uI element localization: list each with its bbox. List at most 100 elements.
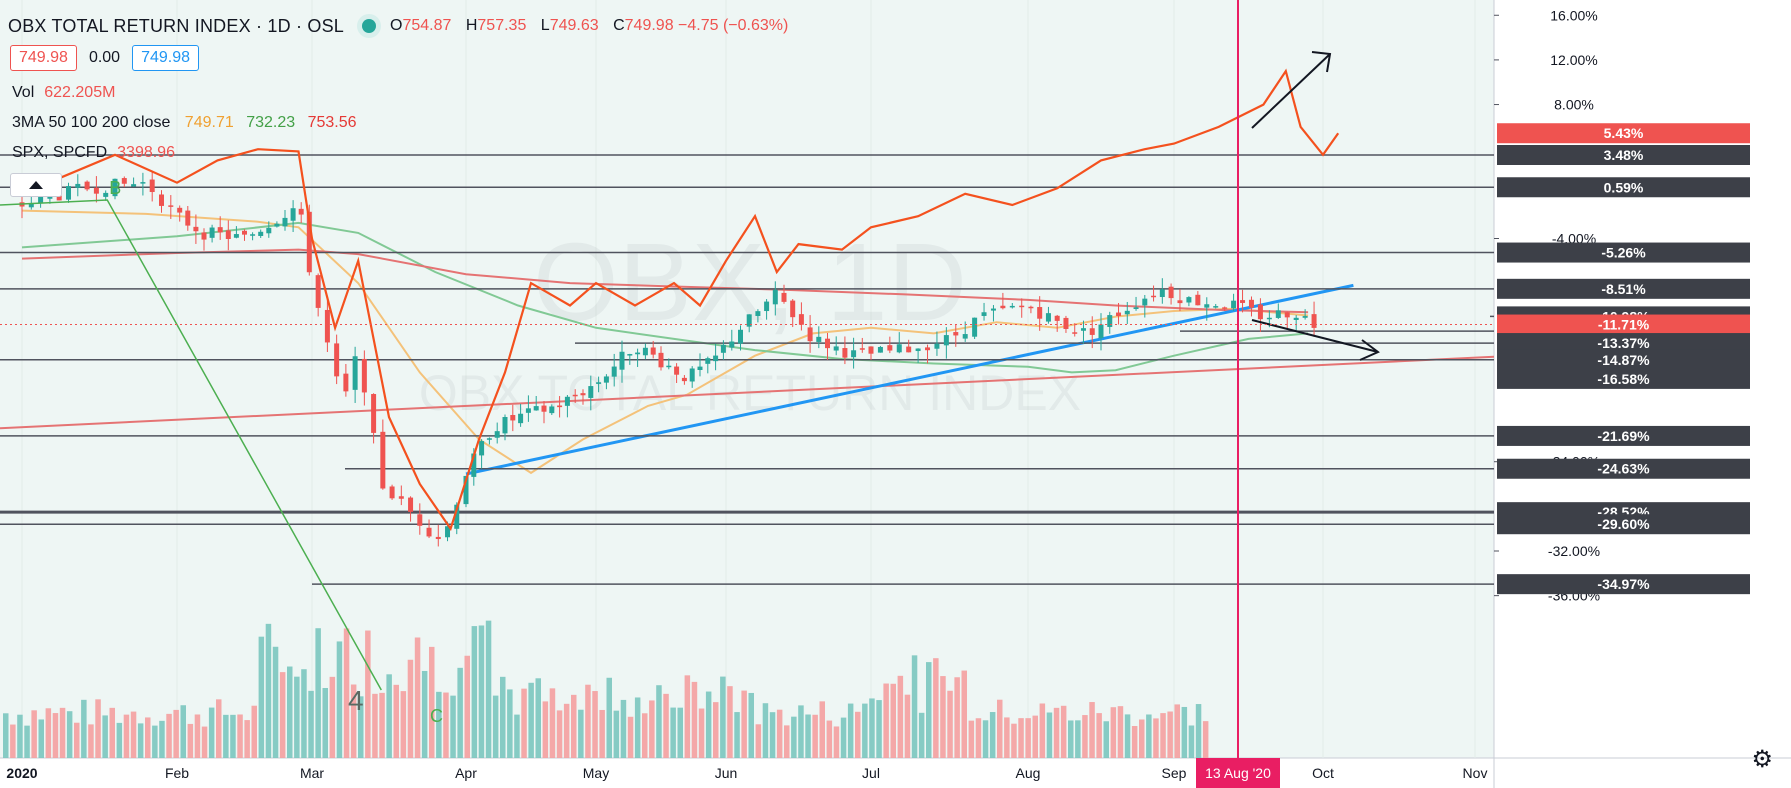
candle-body [1204,304,1210,308]
candle-body [953,332,959,336]
volume-bar [1117,706,1124,758]
settings-gear-icon[interactable]: ⚙ [1751,746,1773,773]
candle-body [408,497,414,512]
volume-bar [606,677,612,758]
volume-bar [379,692,385,758]
volume-bar [634,697,641,758]
volume-bar [571,694,577,758]
candle-body [131,184,137,187]
candle-body [389,486,395,499]
arrow-right-line [1251,319,1379,353]
volume-bar [1025,718,1031,758]
candle-body [334,343,340,377]
volume-bar [776,709,783,758]
volume-bar [251,705,257,758]
candle-body [149,179,155,193]
spx-compare-indicator[interactable]: SPX, SPCFD 3398.96 [12,144,175,161]
candle-body [1195,294,1201,306]
candle-body [533,406,539,411]
candle-body [1266,317,1272,320]
level-badge-label: -13.37% [1597,335,1650,351]
level-badge-label: -16.58% [1597,371,1650,387]
volume-bar [38,719,44,758]
candle-body [361,358,367,393]
level-badge [1497,177,1750,198]
price-axis-label: 16.00% [1550,7,1597,23]
candle-body [572,394,578,397]
volume-bar [599,709,605,758]
candle-body [772,289,778,305]
volume-bar [741,690,747,758]
candle-body [298,208,304,215]
candle-body [851,350,857,358]
volume-bar [791,716,797,758]
volume-bar [116,722,123,758]
candle-body [66,186,71,200]
volume-bar [45,708,52,758]
ma-indicator[interactable]: 3MA 50 100 200 close 749.71 732.23 753.5… [12,114,357,131]
volume-bar [649,700,655,758]
spread-value: 0.00 [88,49,121,66]
time-axis-label: Mar [300,765,324,781]
volume-bar [805,714,811,758]
level-badge-label: 5.43% [1604,125,1644,141]
volume-bar [443,692,449,758]
volume-bar [24,725,30,758]
candle-body [627,354,633,356]
volume-bar [528,682,534,758]
candle-body [1054,315,1060,321]
candle-body [588,386,594,398]
candle-body [93,187,99,194]
candle-body [258,231,264,236]
volume-bar [862,703,868,758]
candle-body [1293,317,1299,321]
candle-body [833,346,839,351]
volume-bar [59,707,66,758]
candle-body [738,329,743,344]
volume-bar [66,711,73,758]
collapse-legend-button[interactable] [10,173,62,197]
volume-bar [265,623,272,758]
volume-bar [748,692,754,758]
candle-body [1098,324,1104,339]
volume-bar [1167,711,1173,758]
candle-body [1151,295,1157,298]
level-badge-label: -29.60% [1597,516,1650,532]
volume-bar [414,637,421,758]
buy-price[interactable]: 749.98 [132,45,200,71]
volume-bar [975,718,982,758]
volume-bar [1096,713,1102,758]
volume-bar [1124,714,1131,758]
volume-bar [947,690,953,758]
candle-body [1037,307,1043,319]
symbol-title[interactable]: OBX TOTAL RETURN INDEX · 1D · OSL [8,15,344,36]
candle-body [1028,306,1034,309]
volume-bar [223,714,229,758]
volume-bar [287,666,293,758]
volume-bar [1160,713,1166,758]
sell-price[interactable]: 749.98 [10,45,77,71]
date-highlight-label: 13 Aug '20 [1205,765,1271,781]
arrow-up-line [1251,53,1331,129]
volume-bar [954,677,960,758]
volume-bar [556,710,563,758]
candle-body [619,351,625,370]
price-axis-label: 8.00% [1554,97,1594,113]
volume-bar [798,705,804,758]
volume-bar [308,690,314,758]
volume-bar [237,714,243,758]
candle-body [689,368,695,382]
candle-body [877,346,883,353]
candle-body [159,194,164,206]
volume-bar [869,698,875,758]
volume-bar [109,707,115,758]
volume-indicator[interactable]: Vol 622.205M [12,84,116,101]
candle-body [75,183,81,188]
volume-bar [457,667,463,758]
volume-bar [400,691,407,758]
candle-body [790,300,796,318]
candle-body [315,275,321,308]
time-axis-label: Nov [1463,765,1488,781]
candle-body [417,514,423,526]
